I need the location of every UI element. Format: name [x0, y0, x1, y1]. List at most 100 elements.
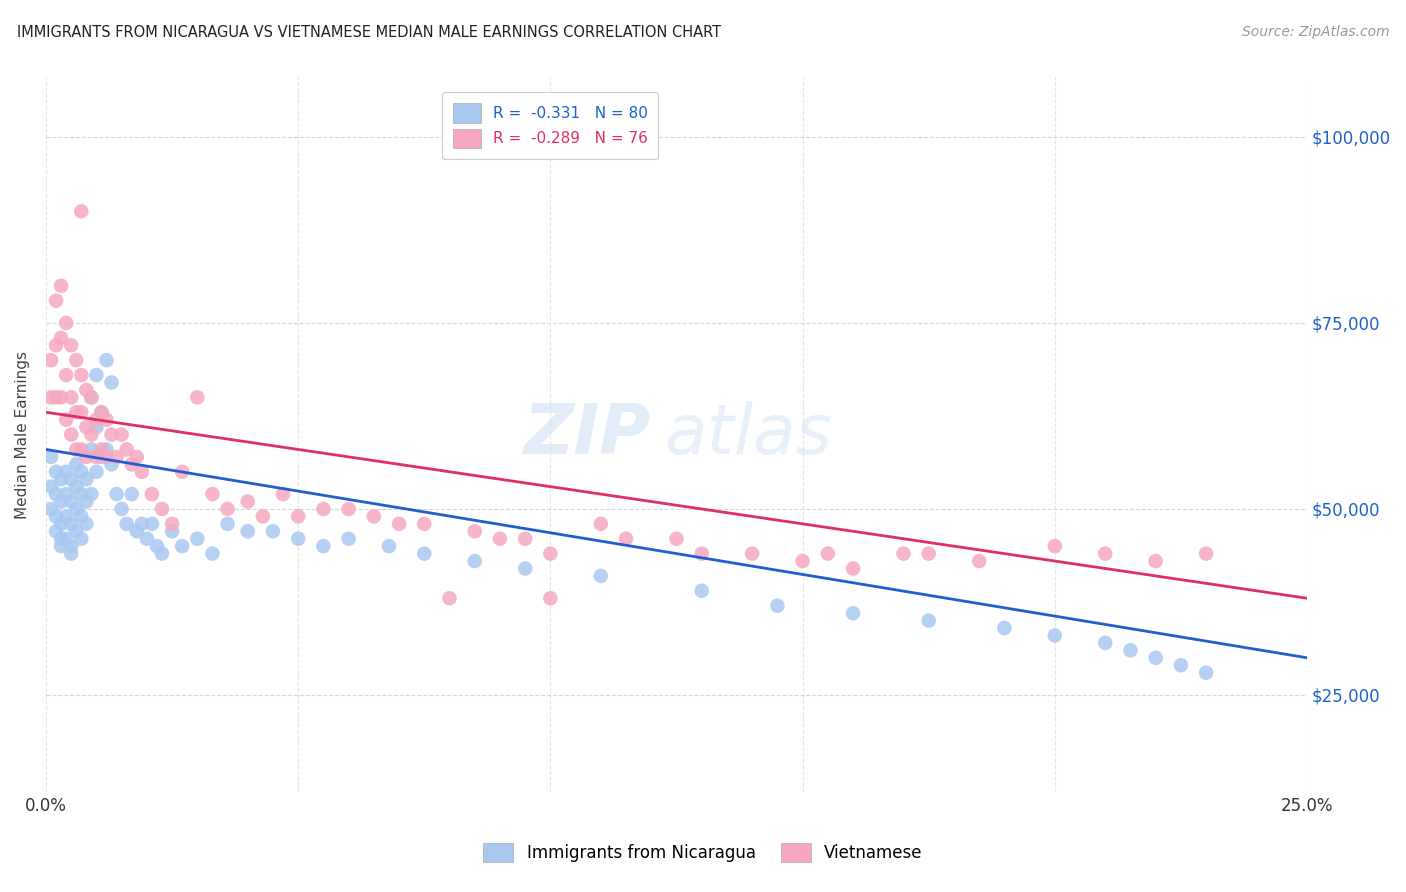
Point	[55, 316, 77, 330]
Point	[1043, 539, 1066, 553]
Point	[993, 621, 1015, 635]
Point	[262, 524, 284, 539]
Point	[49, 278, 72, 293]
Point	[80, 390, 103, 404]
Point	[55, 465, 77, 479]
Point	[792, 554, 814, 568]
Point	[150, 547, 173, 561]
Point	[75, 420, 97, 434]
Point	[842, 561, 865, 575]
Point	[515, 561, 537, 575]
Text: ZIP: ZIP	[524, 401, 651, 468]
Point	[111, 502, 134, 516]
Point	[90, 405, 112, 419]
Point	[60, 472, 83, 486]
Point	[363, 509, 385, 524]
Point	[1119, 643, 1142, 657]
Point	[45, 465, 67, 479]
Point	[49, 472, 72, 486]
Point	[538, 591, 561, 606]
Point	[893, 547, 915, 561]
Point	[236, 494, 259, 508]
Point	[1195, 547, 1218, 561]
Point	[741, 547, 763, 561]
Point	[121, 487, 143, 501]
Point	[1043, 628, 1066, 642]
Point	[817, 547, 839, 561]
Point	[172, 465, 194, 479]
Point	[141, 487, 163, 501]
Point	[45, 487, 67, 501]
Point	[121, 458, 143, 472]
Point	[150, 502, 173, 516]
Point	[49, 494, 72, 508]
Point	[70, 532, 93, 546]
Point	[160, 524, 183, 539]
Point	[86, 413, 108, 427]
Point	[80, 442, 103, 457]
Point	[65, 524, 87, 539]
Point	[1144, 650, 1167, 665]
Point	[45, 524, 67, 539]
Legend: R =  -0.331   N = 80, R =  -0.289   N = 76: R = -0.331 N = 80, R = -0.289 N = 76	[443, 92, 658, 159]
Point	[105, 450, 128, 464]
Point	[60, 516, 83, 531]
Point	[49, 532, 72, 546]
Point	[90, 405, 112, 419]
Point	[100, 427, 122, 442]
Point	[105, 487, 128, 501]
Point	[39, 502, 62, 516]
Point	[86, 368, 108, 382]
Point	[39, 450, 62, 464]
Y-axis label: Median Male Earnings: Median Male Earnings	[15, 351, 30, 518]
Point	[115, 516, 138, 531]
Point	[55, 509, 77, 524]
Point	[464, 554, 486, 568]
Point	[131, 516, 153, 531]
Point	[60, 539, 83, 553]
Point	[464, 524, 486, 539]
Point	[90, 442, 112, 457]
Point	[60, 427, 83, 442]
Point	[49, 539, 72, 553]
Point	[55, 487, 77, 501]
Point	[45, 509, 67, 524]
Point	[70, 487, 93, 501]
Point	[65, 502, 87, 516]
Point	[55, 532, 77, 546]
Point	[60, 494, 83, 508]
Point	[287, 532, 309, 546]
Point	[135, 532, 157, 546]
Point	[86, 420, 108, 434]
Point	[86, 465, 108, 479]
Point	[45, 338, 67, 352]
Point	[96, 353, 118, 368]
Point	[80, 427, 103, 442]
Point	[111, 427, 134, 442]
Point	[413, 516, 436, 531]
Legend: Immigrants from Nicaragua, Vietnamese: Immigrants from Nicaragua, Vietnamese	[475, 834, 931, 871]
Point	[413, 547, 436, 561]
Point	[766, 599, 789, 613]
Point	[60, 338, 83, 352]
Point	[439, 591, 461, 606]
Point	[1170, 658, 1192, 673]
Point	[96, 450, 118, 464]
Point	[60, 390, 83, 404]
Point	[96, 442, 118, 457]
Point	[39, 390, 62, 404]
Point	[378, 539, 401, 553]
Point	[75, 494, 97, 508]
Point	[141, 516, 163, 531]
Point	[55, 368, 77, 382]
Point	[271, 487, 294, 501]
Point	[75, 450, 97, 464]
Point	[236, 524, 259, 539]
Point	[287, 509, 309, 524]
Point	[90, 450, 112, 464]
Point	[45, 293, 67, 308]
Point	[115, 442, 138, 457]
Point	[70, 509, 93, 524]
Point	[614, 532, 637, 546]
Point	[1094, 547, 1116, 561]
